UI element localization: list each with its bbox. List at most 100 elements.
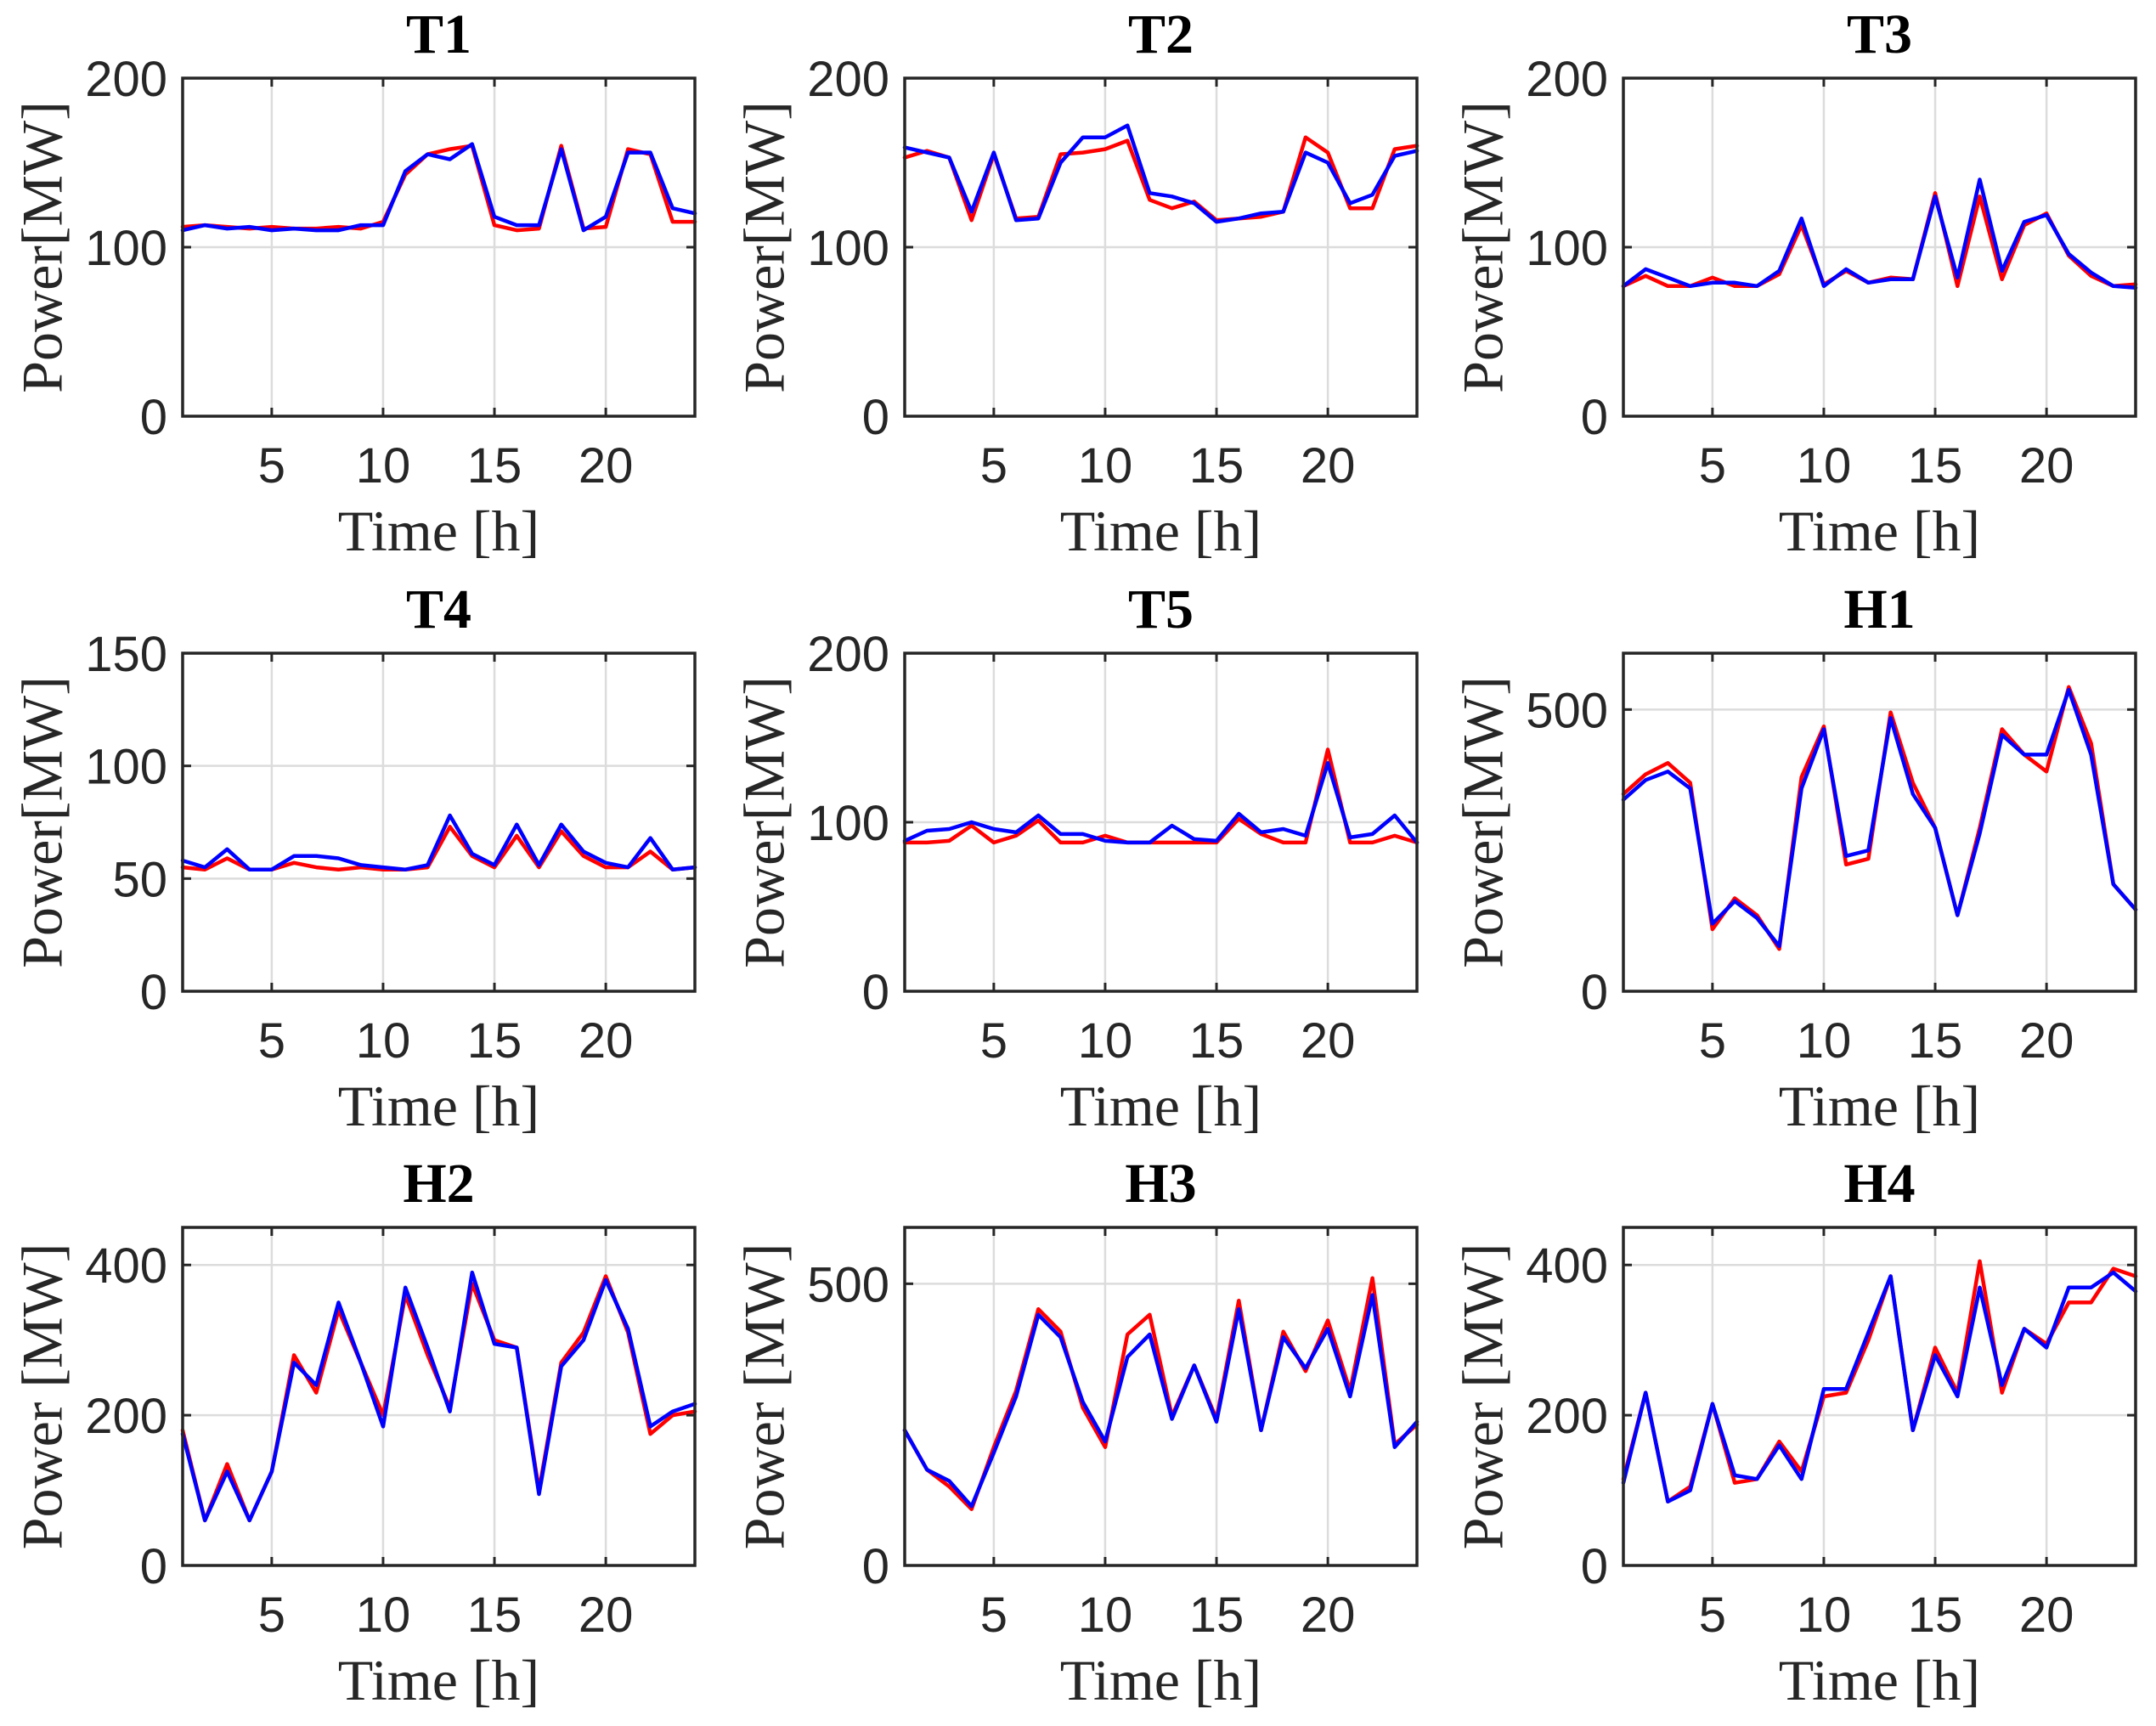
series-2-line [1621, 1270, 2138, 1504]
axes-box [181, 651, 697, 993]
x-tick-label: 5 [1699, 1013, 1726, 1069]
y-axis-label: Power[MW] [1451, 676, 1515, 968]
y-tick-label: 0 [1581, 1539, 1608, 1594]
series-2-line [180, 1270, 697, 1523]
y-axis-label: Power[MW] [1451, 101, 1515, 393]
y-tick-label: 200 [85, 1389, 167, 1444]
subplot-4: 5 10 15 20 0 50 100 150 T4 Time [h] Power[MW] [10, 578, 697, 1138]
axes-box [903, 1226, 1419, 1567]
y-tick-label: 0 [862, 390, 889, 445]
x-tick-label: 5 [1699, 438, 1726, 494]
subplot-title: T5 [1128, 578, 1194, 640]
y-tick-label: 200 [807, 627, 889, 682]
y-tick-label: 200 [1526, 1389, 1608, 1444]
x-axis-label: Time [h] [1060, 499, 1261, 563]
series-1-line [180, 144, 697, 233]
y-tick-label: 200 [1526, 52, 1608, 107]
y-tick-label: 0 [1581, 390, 1608, 445]
series-2-line [1621, 178, 2138, 290]
x-tick-label: 10 [1797, 1588, 1852, 1643]
y-tick-label: 200 [85, 52, 167, 107]
x-tick-label: 15 [1189, 1588, 1244, 1643]
y-tick-label: 0 [1581, 965, 1608, 1020]
y-axis-label: Power [MW] [732, 1244, 797, 1550]
x-tick-label: 20 [579, 438, 634, 494]
subplot-title: H3 [1125, 1153, 1196, 1215]
x-axis-label: Time [h] [1779, 499, 1980, 563]
x-tick-label: 5 [980, 438, 1007, 494]
y-tick-label: 100 [85, 740, 167, 795]
x-tick-label: 20 [2019, 438, 2074, 494]
subplot-title: H2 [403, 1153, 474, 1215]
y-axis-label: Power [MW] [1451, 1244, 1515, 1550]
y-axis-label: Power[MW] [732, 676, 797, 968]
y-axis-label: Power[MW] [10, 101, 75, 393]
series-2-line [1621, 687, 2138, 949]
x-axis-label: Time [h] [338, 499, 539, 563]
y-tick-label: 400 [1526, 1238, 1608, 1294]
x-tick-label: 5 [258, 1013, 285, 1069]
x-tick-label: 20 [1301, 1588, 1356, 1643]
y-tick-label: 100 [85, 221, 167, 276]
x-tick-label: 15 [467, 1588, 522, 1643]
y-tick-label: 200 [807, 52, 889, 107]
x-tick-label: 10 [1078, 1013, 1133, 1069]
x-tick-label: 20 [2019, 1588, 2074, 1643]
y-tick-label: 100 [807, 221, 889, 276]
plot-area [183, 653, 695, 991]
axes-box [181, 1226, 697, 1567]
subplot-title: H1 [1843, 578, 1915, 640]
x-tick-label: 10 [356, 1013, 411, 1069]
x-tick-label: 20 [579, 1588, 634, 1643]
x-tick-label: 15 [1189, 438, 1244, 494]
subplot-title: T4 [406, 578, 471, 640]
series-2-line [902, 1293, 1419, 1509]
x-tick-label: 5 [980, 1013, 1007, 1069]
x-tick-label: 15 [1908, 1013, 1963, 1069]
x-axis-label: Time [h] [1779, 1074, 1980, 1138]
axes-box [1622, 1226, 2137, 1567]
plot-area [1623, 653, 2136, 991]
x-tick-label: 15 [1908, 438, 1963, 494]
series-2-line [902, 761, 1419, 845]
x-tick-label: 10 [1078, 438, 1133, 494]
y-tick-label: 100 [1526, 221, 1608, 276]
subplot-6: 5 10 15 20 0 500 H1 Time [h] Power[MW] [1451, 578, 2138, 1138]
y-axis-label: Power[MW] [10, 676, 75, 968]
subplot-title: T1 [406, 3, 471, 65]
series-1-line [902, 747, 1419, 845]
series-2-line [180, 813, 697, 871]
x-tick-label: 20 [2019, 1013, 2074, 1069]
x-tick-label: 15 [467, 1013, 522, 1069]
x-tick-label: 5 [258, 1588, 285, 1643]
y-tick-label: 0 [140, 390, 167, 445]
x-tick-label: 5 [1699, 1588, 1726, 1643]
x-tick-label: 10 [1797, 438, 1852, 494]
y-tick-label: 150 [85, 627, 167, 682]
x-axis-label: Time [h] [1060, 1648, 1261, 1712]
y-tick-label: 0 [140, 1539, 167, 1594]
y-tick-label: 0 [862, 965, 889, 1020]
x-tick-label: 15 [467, 438, 522, 494]
x-tick-label: 20 [1301, 438, 1356, 494]
y-tick-label: 500 [807, 1257, 889, 1312]
y-tick-label: 0 [862, 1539, 889, 1594]
x-tick-label: 15 [1908, 1588, 1963, 1643]
x-tick-label: 10 [1078, 1588, 1133, 1643]
x-tick-label: 5 [980, 1588, 1007, 1643]
plot-area [183, 1227, 695, 1565]
x-tick-label: 5 [258, 438, 285, 494]
x-axis-label: Time [h] [1060, 1074, 1261, 1138]
y-tick-label: 500 [1526, 683, 1608, 738]
subplot-title: H4 [1843, 1153, 1915, 1215]
x-tick-label: 20 [1301, 1013, 1356, 1069]
y-tick-label: 50 [112, 852, 167, 907]
x-axis-label: Time [h] [1779, 1648, 1980, 1712]
y-axis-label: Power[MW] [732, 101, 797, 393]
x-tick-label: 20 [579, 1013, 634, 1069]
